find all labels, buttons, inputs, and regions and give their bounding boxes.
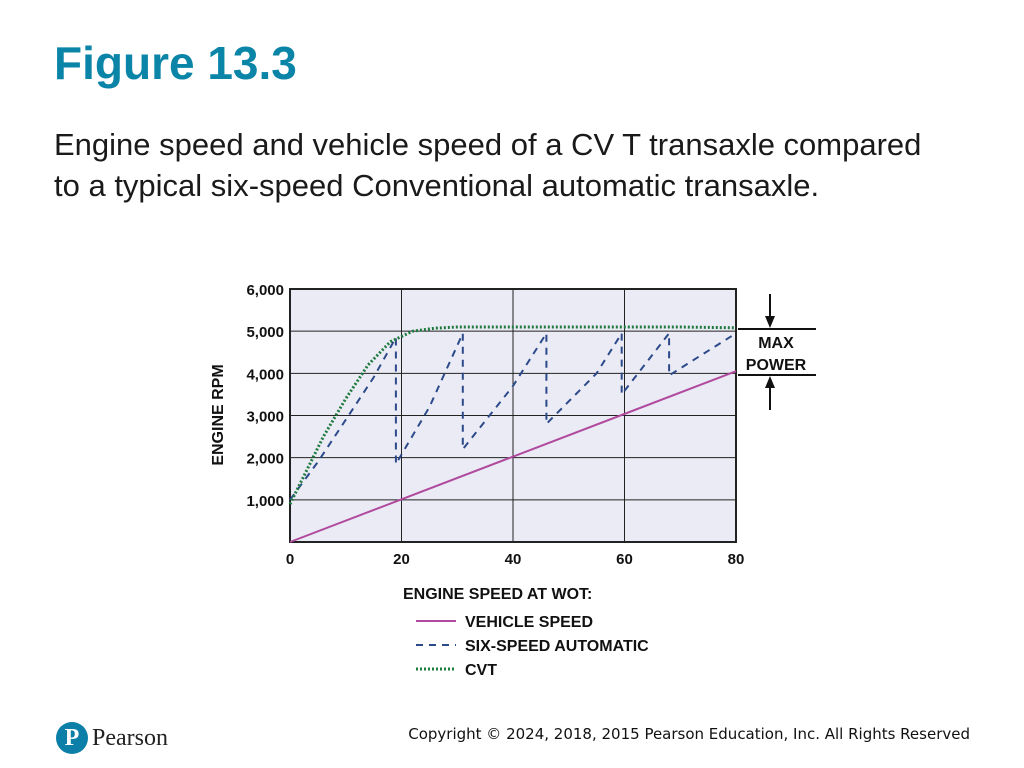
figure-title: Figure 13.3 bbox=[54, 37, 297, 89]
x-tick-label: 40 bbox=[505, 551, 522, 568]
max-power-label-line1: MAX bbox=[758, 335, 794, 352]
grid-lines bbox=[290, 289, 736, 542]
series-line-vehicle-speed bbox=[289, 370, 737, 543]
legend-label: SIX-SPEED AUTOMATIC bbox=[465, 638, 649, 655]
legend: VEHICLE SPEED SIX-SPEED AUTOMATIC CVT bbox=[416, 614, 649, 679]
x-tick-label: 80 bbox=[728, 551, 745, 568]
pearson-p-icon: P bbox=[56, 722, 88, 754]
series-layer bbox=[288, 325, 737, 543]
arrow-up-icon bbox=[765, 376, 775, 388]
y-axis-label: ENGINE RPM bbox=[210, 364, 227, 465]
max-power-label-line2: POWER bbox=[746, 357, 807, 374]
y-tick-label: 1,000 bbox=[246, 493, 284, 510]
x-tick-label: 20 bbox=[393, 551, 410, 568]
y-tick-label: 6,000 bbox=[246, 282, 284, 299]
pearson-wordmark: Pearson bbox=[92, 724, 168, 751]
y-tick-label: 5,000 bbox=[246, 324, 284, 341]
x-tick-label: 0 bbox=[286, 551, 294, 568]
plot-border bbox=[289, 288, 737, 543]
copyright-notice: Copyright © 2024, 2018, 2015 Pearson Edu… bbox=[408, 725, 970, 743]
legend-label: VEHICLE SPEED bbox=[465, 614, 593, 631]
y-tick-label: 3,000 bbox=[246, 409, 284, 426]
arrow-down-icon bbox=[765, 316, 775, 328]
max-power-annotation: MAX POWER bbox=[738, 294, 816, 410]
engine-speed-chart: 1,000 2,000 3,000 4,000 5,000 6,000 0 20 40 60 80… bbox=[210, 282, 816, 679]
y-axis-ticks: 1,000 2,000 3,000 4,000 5,000 6,000 bbox=[246, 282, 284, 510]
figure-caption: Engine speed and vehicle speed of a CV T… bbox=[54, 127, 922, 203]
x-tick-label: 60 bbox=[616, 551, 633, 568]
legend-title: ENGINE SPEED AT WOT: bbox=[403, 586, 592, 603]
y-tick-label: 2,000 bbox=[246, 451, 284, 468]
legend-label: CVT bbox=[465, 662, 497, 679]
y-tick-label: 4,000 bbox=[246, 366, 284, 383]
pearson-logo: P Pearson bbox=[56, 722, 168, 754]
x-axis-ticks: 0 20 40 60 80 bbox=[286, 551, 745, 568]
